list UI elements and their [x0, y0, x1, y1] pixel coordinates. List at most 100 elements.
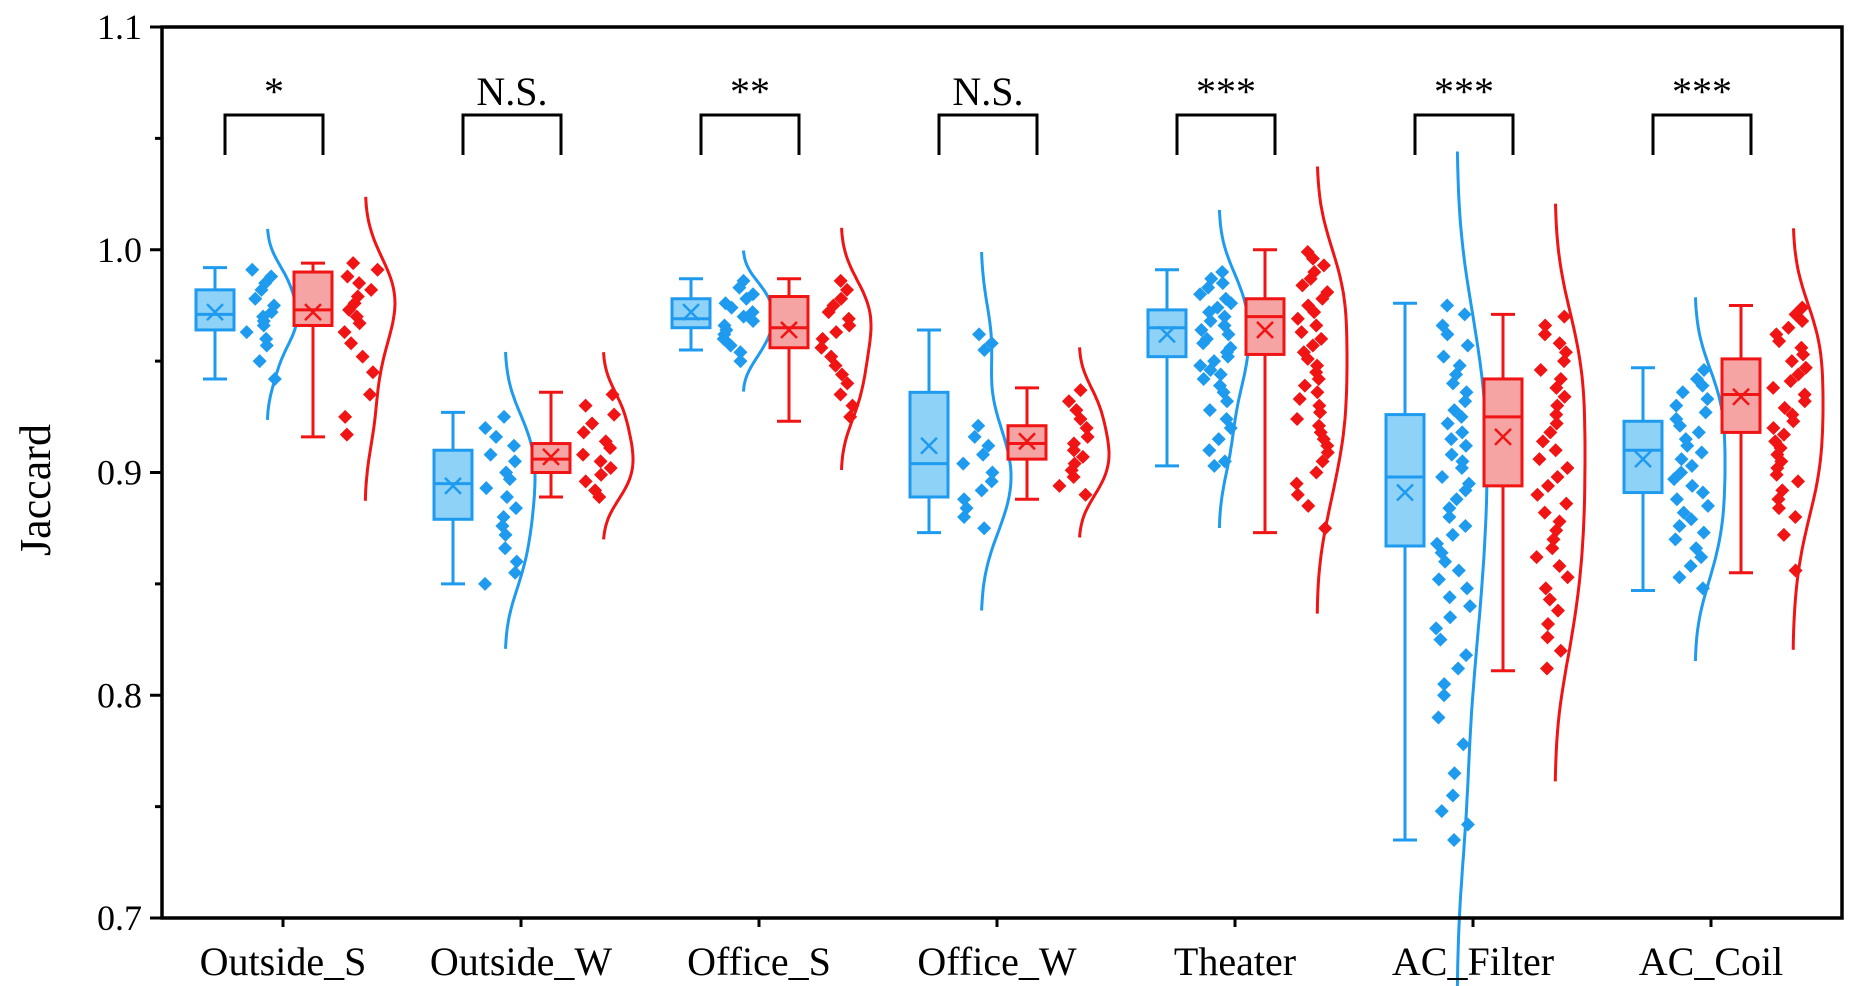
data-point	[984, 474, 999, 489]
data-point	[502, 472, 517, 487]
data-point	[254, 282, 269, 297]
data-point	[1766, 380, 1781, 395]
mean-marker	[1732, 387, 1750, 406]
data-point	[1683, 559, 1698, 574]
data-point	[1798, 360, 1813, 375]
data-point	[1698, 405, 1713, 420]
significance-bracket	[461, 113, 563, 155]
data-point	[1215, 276, 1230, 291]
data-point	[1553, 643, 1568, 658]
data-point	[1309, 465, 1324, 480]
data-point	[1676, 505, 1691, 520]
data-point	[1458, 518, 1473, 533]
data-point	[1221, 327, 1236, 342]
data-point	[1460, 817, 1475, 832]
data-point	[1217, 309, 1232, 324]
data-point	[1444, 447, 1459, 462]
data-point	[1771, 501, 1786, 516]
data-point	[1440, 416, 1455, 431]
data-point	[1684, 512, 1699, 527]
blue-series-6	[1622, 297, 1727, 662]
plot-layer: * N.S. ** N.S. *** *** ***	[194, 69, 1825, 986]
data-point	[352, 276, 367, 291]
data-point	[1691, 425, 1706, 440]
data-point	[1552, 559, 1567, 574]
data-point	[252, 354, 267, 369]
data-point	[1066, 443, 1081, 458]
data-point	[592, 490, 607, 505]
data-point	[840, 282, 855, 297]
data-point	[338, 409, 353, 424]
data-point	[1694, 550, 1709, 565]
data-point	[1442, 510, 1457, 525]
data-point	[835, 367, 850, 382]
data-point	[1289, 476, 1304, 491]
data-point	[971, 418, 986, 433]
data-point	[1202, 443, 1217, 458]
box	[768, 295, 810, 350]
data-point	[1552, 336, 1567, 351]
data-point	[1300, 244, 1315, 259]
data-point	[1557, 354, 1572, 369]
data-point	[1066, 469, 1081, 484]
data-point	[724, 300, 739, 315]
y-tick-label: 0.8	[97, 675, 142, 715]
data-point	[1220, 349, 1235, 364]
category-group-outside-s: *	[194, 69, 397, 501]
data-point	[1557, 309, 1572, 324]
data-point	[1079, 420, 1094, 435]
data-point	[593, 454, 608, 469]
data-point	[1458, 394, 1473, 409]
data-point	[245, 262, 260, 277]
data-point	[1061, 394, 1076, 409]
data-point	[1052, 478, 1067, 493]
y-tick-label: 0.7	[97, 898, 142, 938]
data-point	[1559, 496, 1574, 511]
data-point	[578, 398, 593, 413]
data-point	[1777, 400, 1792, 415]
data-point	[259, 338, 274, 353]
significance-bracket	[223, 113, 325, 155]
data-point	[1431, 710, 1446, 725]
data-point	[821, 305, 836, 320]
data-point	[1295, 278, 1310, 293]
data-point	[1310, 385, 1325, 400]
density-curve	[1693, 297, 1727, 662]
data-point	[1300, 351, 1315, 366]
data-point	[1694, 445, 1709, 460]
y-tick-label: 0.9	[97, 453, 142, 493]
data-point	[981, 438, 996, 453]
red-series-1	[530, 352, 635, 540]
data-point	[1674, 452, 1689, 467]
data-point	[1203, 314, 1218, 329]
data-point	[732, 280, 747, 295]
data-point	[1537, 505, 1552, 520]
mean-marker	[1018, 432, 1036, 451]
mean-marker	[1634, 450, 1652, 469]
mean-marker	[1396, 483, 1414, 502]
x-tick-label: AC_Coil	[1639, 939, 1783, 984]
data-point	[1766, 420, 1781, 435]
data-point	[1440, 298, 1455, 313]
data-point	[1772, 334, 1787, 349]
data-point	[603, 461, 618, 476]
data-point	[1431, 572, 1446, 587]
data-point	[1224, 296, 1239, 311]
data-point	[496, 510, 511, 525]
axes-layer: Outside_S Outside_W Office_S Office_W Theate…	[97, 7, 1844, 984]
data-point	[1696, 525, 1711, 540]
data-point	[833, 273, 848, 288]
data-point	[1309, 318, 1324, 333]
data-point	[497, 409, 512, 424]
density-curve	[1553, 203, 1587, 782]
data-point	[1451, 661, 1466, 676]
data-point	[1307, 305, 1322, 320]
data-point	[956, 456, 971, 471]
data-point	[364, 282, 379, 297]
blue-series-0	[194, 228, 299, 420]
data-point	[1549, 416, 1564, 431]
data-point	[1549, 380, 1564, 395]
data-point	[585, 416, 600, 431]
data-point	[967, 429, 982, 444]
